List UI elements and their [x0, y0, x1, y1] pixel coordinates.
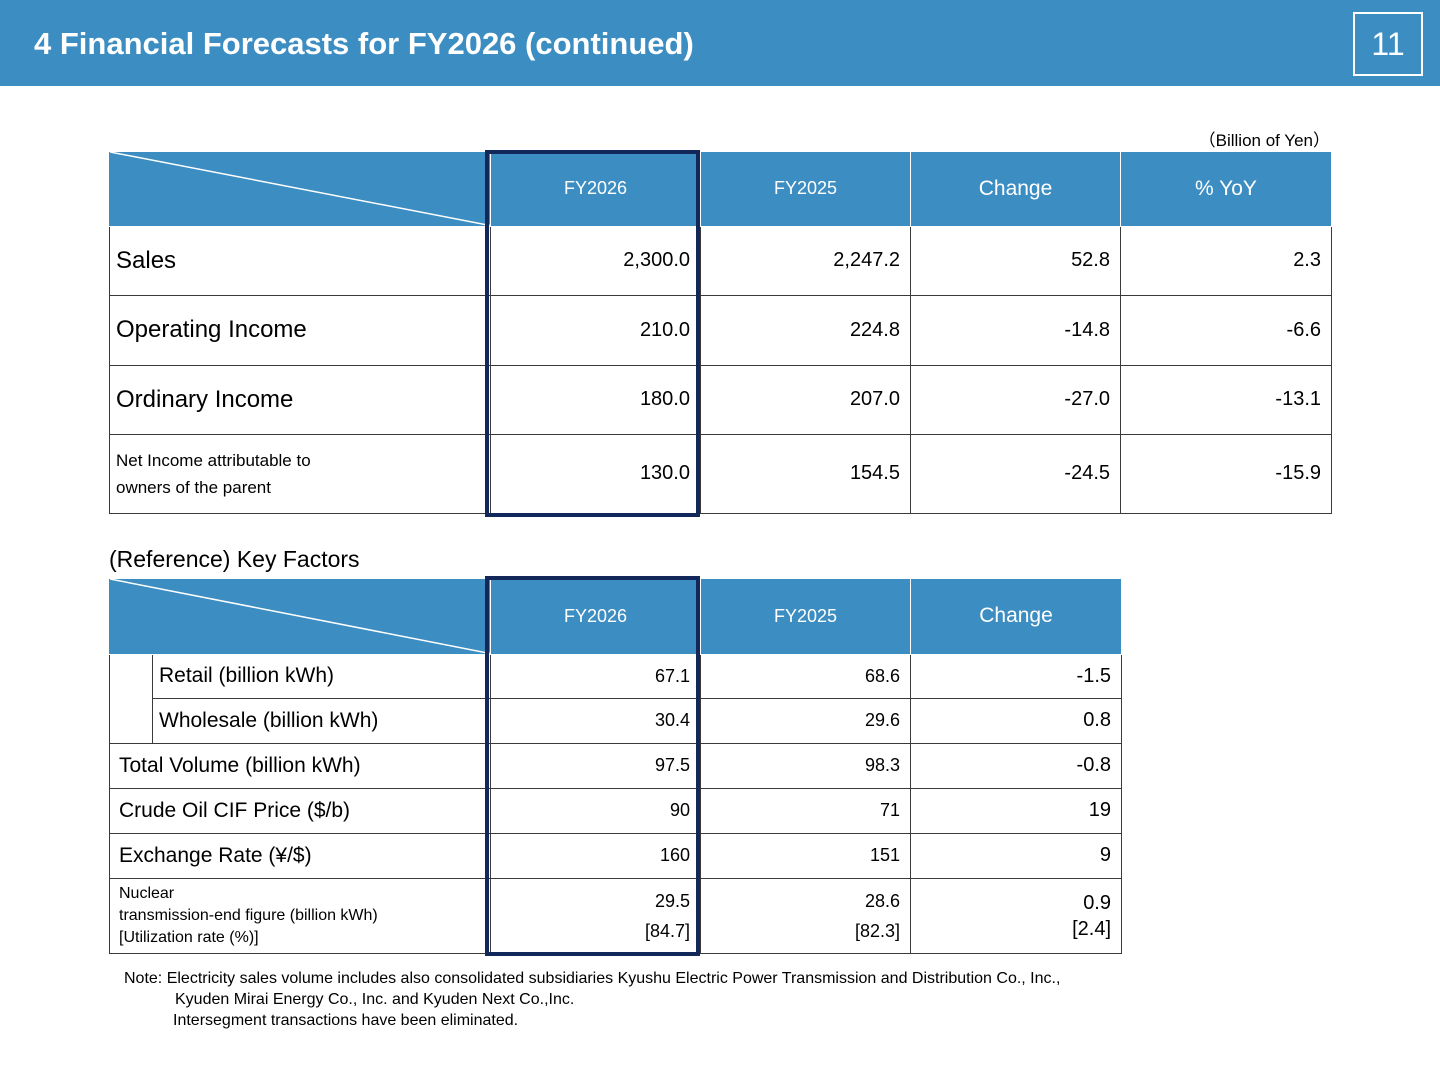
row-label: Net Income attributable to owners of the… [109, 433, 491, 514]
cell-value: 90 [490, 787, 701, 834]
cell-value: 9 [910, 832, 1122, 879]
utilization-rate: [84.7] [644, 920, 690, 941]
table-header-row: FY2026 FY2025 Change [109, 579, 1122, 655]
cell-value: 180.0 [490, 364, 701, 435]
footnote-line: Kyuden Mirai Energy Co., Inc. and Kyuden… [175, 991, 575, 1008]
table-row: Crude Oil CIF Price ($/b) 90 71 19 [109, 787, 1122, 834]
column-header: % YoY [1120, 152, 1332, 227]
cell-value: 30.4 [490, 697, 701, 744]
row-label-line: owners of the parent [116, 477, 271, 497]
cell-value: 52.8 [910, 225, 1121, 296]
cell-value: -6.6 [1120, 294, 1332, 366]
row-label: Total Volume (billion kWh) [109, 742, 491, 789]
utilization-rate: [2.4] [1072, 917, 1111, 940]
row-label: Retail (billion kWh) [152, 653, 491, 699]
slide-title: 4 Financial Forecasts for FY2026 (contin… [34, 26, 694, 61]
table-row: Net Income attributable to owners of the… [109, 433, 1332, 514]
row-label: Wholesale (billion kWh) [152, 697, 491, 744]
row-label-line: Nuclear [119, 884, 175, 902]
table-row: Ordinary Income 180.0 207.0 -27.0 -13.1 [109, 364, 1332, 435]
column-header: FY2026 [490, 152, 701, 227]
cell-value: 224.8 [700, 294, 911, 366]
cell-value: -15.9 [1120, 433, 1332, 514]
diagonal-line [110, 152, 490, 226]
cell-value: -0.8 [910, 742, 1122, 789]
cell-value: 29.5 [84.7] [490, 877, 701, 954]
cell-value: 29.6 [700, 697, 911, 744]
table-row: Retail (billion kWh) 67.1 68.6 -1.5 [109, 653, 1122, 744]
cell-value: 210.0 [490, 294, 701, 366]
cell-value: 2,247.2 [700, 225, 911, 296]
cell-value: 130.0 [490, 433, 701, 514]
cell-value: 151 [700, 832, 911, 879]
cell-value: 67.1 [490, 653, 701, 699]
row-label: Sales [109, 225, 491, 296]
column-header: FY2025 [700, 579, 911, 655]
financial-forecast-table: FY2026 FY2025 Change % YoY Sales 2,300.0… [109, 152, 1332, 514]
cell-value: 2,300.0 [490, 225, 701, 296]
table-row: Total Volume (billion kWh) 97.5 98.3 -0.… [109, 742, 1122, 789]
cell-value: -1.5 [910, 653, 1122, 699]
cell-value: 154.5 [700, 433, 911, 514]
cell-value: 160 [490, 832, 701, 879]
slide-header: 4 Financial Forecasts for FY2026 (contin… [0, 0, 1440, 86]
unit-note: （Billion of Yen） [1198, 131, 1330, 150]
diagonal-header-cell [109, 152, 491, 227]
utilization-rate: [82.3] [854, 920, 900, 941]
diagonal-header-cell [109, 579, 491, 655]
cell-value: 28.6 [82.3] [700, 877, 911, 954]
cell-value: 19 [910, 787, 1122, 834]
cell-value: -27.0 [910, 364, 1121, 435]
column-header: Change [910, 152, 1121, 227]
cell-value: 98.3 [700, 742, 911, 789]
row-label: Nuclear transmission-end figure (billion… [109, 877, 491, 954]
row-label-line: [Utilization rate (%)] [119, 928, 259, 946]
cell-value: -24.5 [910, 433, 1121, 514]
cell-value: 97.5 [490, 742, 701, 789]
table-row: Operating Income 210.0 224.8 -14.8 -6.6 [109, 294, 1332, 366]
reference-title: (Reference) Key Factors [109, 546, 360, 572]
footnote: Note: Electricity sales volume includes … [124, 968, 1060, 1031]
table-row: Exchange Rate (¥/$) 160 151 9 [109, 832, 1122, 879]
footnote-line: Note: Electricity sales volume includes … [124, 970, 1061, 987]
table-row: Wholesale (billion kWh) 30.4 29.6 0.8 [110, 697, 1122, 744]
column-header: FY2025 [700, 152, 911, 227]
cell-value: 0.9 [2.4] [910, 877, 1122, 954]
table-row: Nuclear transmission-end figure (billion… [109, 877, 1122, 954]
column-header: Change [910, 579, 1122, 655]
cell-value: 207.0 [700, 364, 911, 435]
row-label: Operating Income [109, 294, 491, 366]
diagonal-line [110, 579, 490, 654]
nuclear-volume: 28.6 [864, 890, 900, 911]
cell-value: 2.3 [1120, 225, 1332, 296]
row-label-line: Net Income attributable to [116, 450, 311, 470]
cell-value: 68.6 [700, 653, 911, 699]
row-label: Exchange Rate (¥/$) [109, 832, 491, 879]
cell-value: 0.8 [910, 697, 1122, 744]
page-number: 11 [1353, 12, 1423, 76]
footnote-line: Intersegment transactions have been elim… [173, 1012, 519, 1029]
cell-value: -13.1 [1120, 364, 1332, 435]
table-row: Sales 2,300.0 2,247.2 52.8 2.3 [109, 225, 1332, 296]
row-label: Crude Oil CIF Price ($/b) [109, 787, 491, 834]
row-label-line: transmission-end figure (billion kWh) [119, 906, 378, 924]
key-factors-table: FY2026 FY2025 Change Retail (billion kWh… [109, 579, 1122, 954]
nuclear-volume: 29.5 [654, 890, 690, 911]
row-label: Ordinary Income [109, 364, 491, 435]
nuclear-volume: 0.9 [1083, 891, 1111, 914]
cell-value: -14.8 [910, 294, 1121, 366]
table-header-row: FY2026 FY2025 Change % YoY [109, 152, 1332, 227]
column-header: FY2026 [490, 579, 701, 655]
indent-cell [109, 654, 153, 744]
cell-value: 71 [700, 787, 911, 834]
